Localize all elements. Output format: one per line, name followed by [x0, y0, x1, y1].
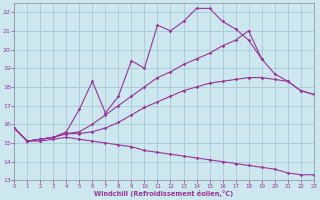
X-axis label: Windchill (Refroidissement éolien,°C): Windchill (Refroidissement éolien,°C): [94, 190, 234, 197]
